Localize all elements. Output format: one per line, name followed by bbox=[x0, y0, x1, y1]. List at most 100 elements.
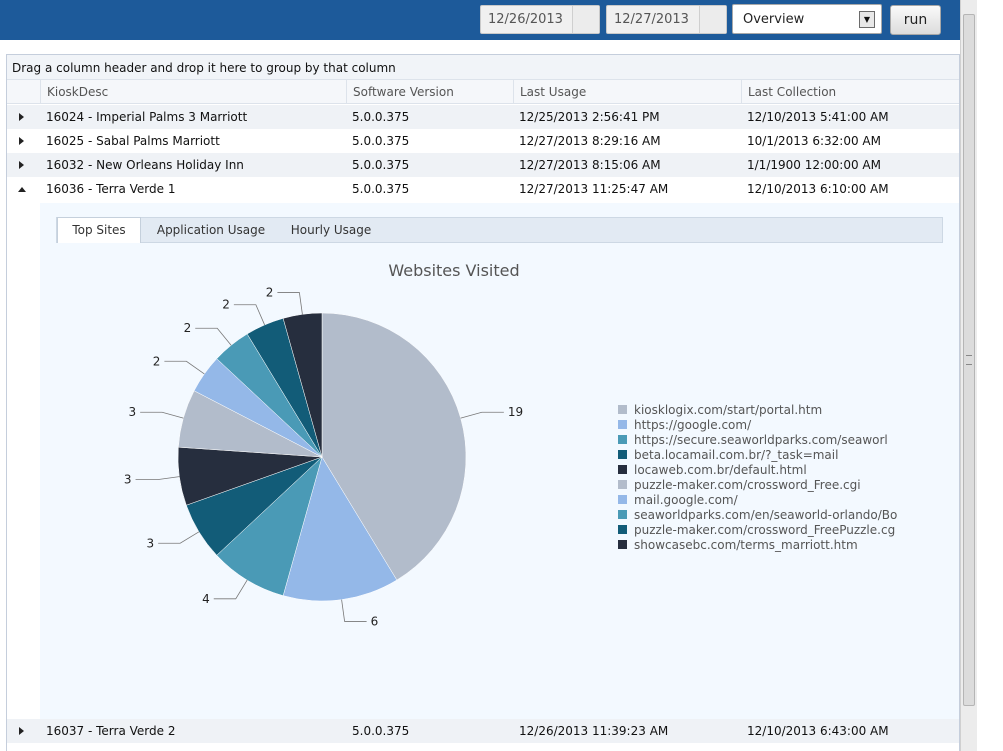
pie-slice[interactable] bbox=[321, 312, 467, 581]
chevron-down-icon[interactable]: ▼ bbox=[859, 11, 875, 28]
slice-leader-line bbox=[164, 360, 205, 375]
chart-title: Websites Visited bbox=[388, 261, 519, 280]
slice-value-label: 2 bbox=[266, 286, 274, 300]
report-type-value: Overview bbox=[743, 12, 805, 27]
legend-swatch bbox=[618, 525, 627, 534]
kiosk-desc-cell: 16025 - Sabal Palms Marriott bbox=[46, 134, 220, 148]
slice-leader-line bbox=[341, 599, 367, 622]
software-version-cell: 5.0.0.375 bbox=[352, 134, 410, 148]
legend-swatch bbox=[618, 495, 627, 504]
last-usage-cell: 12/27/2013 11:25:47 AM bbox=[519, 182, 669, 196]
kiosk-grid: Drag a column header and drop it here to… bbox=[6, 54, 960, 751]
slice-value-label: 2 bbox=[153, 354, 161, 368]
last-usage-cell: 12/25/2013 2:56:41 PM bbox=[519, 110, 660, 124]
detail-tabstrip: Top Sites Application Usage Hourly Usage bbox=[56, 217, 943, 243]
slice-leader-line bbox=[460, 411, 504, 419]
kiosk-desc-cell: 16024 - Imperial Palms 3 Marriott bbox=[46, 110, 248, 124]
end-date-calendar-button[interactable] bbox=[699, 6, 726, 33]
legend-swatch bbox=[618, 465, 627, 474]
software-version-cell: 5.0.0.375 bbox=[352, 110, 410, 124]
table-row[interactable]: 16037 - Terra Verde 2 5.0.0.375 12/26/20… bbox=[7, 719, 959, 743]
slice-value-label: 3 bbox=[124, 473, 132, 487]
last-collection-cell: 12/10/2013 5:41:00 AM bbox=[747, 110, 889, 124]
legend-swatch bbox=[618, 450, 627, 459]
slice-leader-line bbox=[213, 579, 248, 600]
kiosk-desc-cell: 16037 - Terra Verde 2 bbox=[46, 724, 176, 738]
column-header-last-collection[interactable]: Last Collection bbox=[741, 80, 959, 104]
grid-header-row: KioskDesc Software Version Last Usage La… bbox=[7, 79, 959, 104]
websites-visited-pie-chart: Websites Visited 19 6 4 3 3 3 2 2 2 2 kiosklogix.… bbox=[124, 261, 897, 628]
report-type-select[interactable]: Overview ▼ bbox=[732, 4, 882, 34]
end-date-value: 12/27/2013 bbox=[614, 12, 689, 27]
slice-value-label: 2 bbox=[222, 298, 230, 312]
top-toolbar: 12/26/2013 12/27/2013 Overview ▼ run bbox=[0, 0, 960, 40]
column-header-kioskdesc[interactable]: KioskDesc bbox=[40, 80, 346, 104]
column-header-software-version[interactable]: Software Version bbox=[346, 80, 513, 104]
expand-arrow-icon[interactable] bbox=[19, 727, 24, 735]
software-version-cell: 5.0.0.375 bbox=[352, 724, 410, 738]
group-by-panel[interactable]: Drag a column header and drop it here to… bbox=[7, 55, 959, 79]
slice-leader-line bbox=[135, 476, 180, 481]
start-date-calendar-button[interactable] bbox=[572, 6, 599, 33]
last-collection-cell: 12/10/2013 6:43:00 AM bbox=[747, 724, 889, 738]
grip-icon bbox=[966, 355, 972, 365]
slice-value-label: 2 bbox=[184, 321, 192, 335]
row-detail-panel: Top Sites Application Usage Hourly Usage… bbox=[7, 203, 959, 719]
start-date-value: 12/26/2013 bbox=[488, 12, 563, 27]
legend-item-label: puzzle-maker.com/crossword_Free.cgi bbox=[634, 478, 861, 492]
scrollbar-thumb[interactable] bbox=[963, 14, 975, 706]
chart-legend: kiosklogix.com/start/portal.htmhttps://g… bbox=[618, 403, 897, 552]
pie-slice[interactable] bbox=[282, 456, 398, 602]
legend-swatch bbox=[618, 510, 627, 519]
last-usage-cell: 12/27/2013 8:29:16 AM bbox=[519, 134, 661, 148]
table-row[interactable]: 16032 - New Orleans Holiday Inn 5.0.0.37… bbox=[7, 153, 959, 177]
expand-arrow-icon[interactable] bbox=[19, 137, 24, 145]
last-collection-cell: 10/1/2013 6:32:00 AM bbox=[747, 134, 881, 148]
run-button[interactable]: run bbox=[890, 5, 941, 35]
legend-item-label: puzzle-maker.com/crossword_FreePuzzle.cg bbox=[634, 523, 895, 537]
slice-leader-line bbox=[233, 304, 265, 326]
legend-item-label: showcasebc.com/terms_marriott.htm bbox=[634, 538, 858, 552]
slice-leader-line bbox=[158, 531, 200, 544]
legend-swatch bbox=[618, 540, 627, 549]
collapse-arrow-icon[interactable] bbox=[18, 187, 26, 192]
table-row[interactable]: 16036 - Terra Verde 1 5.0.0.375 12/27/20… bbox=[7, 177, 959, 201]
expand-arrow-icon[interactable] bbox=[19, 161, 24, 169]
kiosk-desc-cell: 16036 - Terra Verde 1 bbox=[46, 182, 176, 196]
table-row[interactable]: 16025 - Sabal Palms Marriott 5.0.0.375 1… bbox=[7, 129, 959, 153]
start-date-picker[interactable]: 12/26/2013 bbox=[480, 5, 600, 34]
slice-value-label: 3 bbox=[129, 405, 137, 419]
expand-arrow-icon[interactable] bbox=[19, 113, 24, 121]
kiosk-desc-cell: 16032 - New Orleans Holiday Inn bbox=[46, 158, 244, 172]
slice-leader-line bbox=[140, 411, 184, 419]
last-usage-cell: 12/27/2013 8:15:06 AM bbox=[519, 158, 661, 172]
table-row[interactable]: 16024 - Imperial Palms 3 Marriott 5.0.0.… bbox=[7, 105, 959, 129]
legend-item-label: locaweb.com.br/default.html bbox=[634, 463, 807, 477]
slice-value-label: 6 bbox=[371, 614, 379, 628]
legend-item-label: kiosklogix.com/start/portal.htm bbox=[634, 403, 822, 417]
software-version-cell: 5.0.0.375 bbox=[352, 158, 410, 172]
legend-item-label: beta.locamail.com.br/?_task=mail bbox=[634, 448, 838, 462]
tab-application-usage[interactable]: Application Usage bbox=[156, 223, 266, 237]
slice-leader-line bbox=[277, 292, 303, 315]
legend-swatch bbox=[618, 480, 627, 489]
last-collection-cell: 12/10/2013 6:10:00 AM bbox=[747, 182, 889, 196]
legend-item-label: mail.google.com/ bbox=[634, 493, 739, 507]
slice-leader-line bbox=[195, 327, 232, 346]
legend-item-label: https://google.com/ bbox=[634, 418, 752, 432]
legend-item-label: https://secure.seaworldparks.com/seaworl bbox=[634, 433, 888, 447]
slice-value-label: 3 bbox=[147, 536, 155, 550]
legend-item-label: seaworldparks.com/en/seaworld-orlando/Bo bbox=[634, 508, 897, 522]
detail-indent bbox=[7, 203, 40, 719]
vertical-scrollbar[interactable] bbox=[960, 0, 977, 751]
column-header-last-usage[interactable]: Last Usage bbox=[513, 80, 741, 104]
last-usage-cell: 12/26/2013 11:39:23 AM bbox=[519, 724, 669, 738]
tab-top-sites[interactable]: Top Sites bbox=[57, 217, 141, 243]
slice-value-label: 19 bbox=[508, 405, 523, 419]
legend-swatch bbox=[618, 405, 627, 414]
end-date-picker[interactable]: 12/27/2013 bbox=[606, 5, 727, 34]
software-version-cell: 5.0.0.375 bbox=[352, 182, 410, 196]
tab-hourly-usage[interactable]: Hourly Usage bbox=[290, 223, 372, 237]
last-collection-cell: 1/1/1900 12:00:00 AM bbox=[747, 158, 881, 172]
